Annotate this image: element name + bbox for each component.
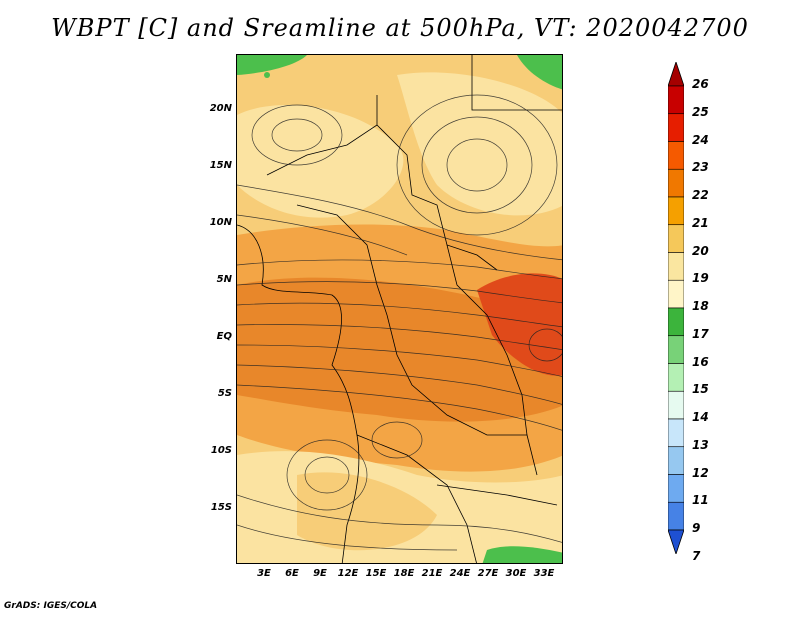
lat-label-10s: 10S (210, 445, 232, 456)
lon-label-9e: 9E (313, 568, 327, 579)
colorbar-segment (668, 307, 684, 337)
colorbar-label: 26 (692, 77, 709, 91)
colorbar (668, 62, 684, 554)
grads-credit: GrADS: IGES/COLA (4, 601, 98, 611)
colorbar-segment (668, 196, 684, 226)
colorbar-segment (668, 168, 684, 198)
lat-label-5n: 5N (216, 274, 232, 285)
colorbar-segment (668, 474, 684, 503)
lon-label-6e: 6E (285, 568, 299, 579)
colorbar-label: 15 (692, 382, 709, 397)
lat-label-10n: 10N (209, 217, 232, 228)
colorbar-segment (668, 252, 684, 281)
colorbar-label: 23 (692, 160, 709, 175)
colorbar-label: 19 (692, 271, 709, 286)
chart-title: WBPT [C] and Sreamline at 500hPa, VT: 20… (51, 14, 749, 42)
colorbar-segment (668, 113, 684, 142)
lat-label-15n: 15N (209, 160, 232, 171)
colorbar-bottom-arrow (668, 529, 684, 554)
colorbar-label: 7 (692, 548, 701, 563)
map-panel (236, 54, 563, 564)
colorbar-segment (668, 85, 684, 115)
colorbar-label: 14 (692, 410, 709, 424)
colorbar-segment (668, 418, 684, 448)
colorbar-segment (668, 363, 684, 392)
lon-label-24e: 24E (449, 568, 471, 579)
colorbar-segment (668, 141, 684, 170)
colorbar-label: 21 (692, 215, 709, 230)
lat-label-5s: 5S (217, 388, 232, 399)
colorbar-label: 20 (692, 243, 709, 258)
colorbar-segment (668, 501, 684, 531)
lon-label-21e: 21E (421, 568, 443, 579)
colorbar-label: 12 (692, 465, 709, 480)
colorbar-label: 9 (692, 521, 701, 535)
colorbar-label: 17 (692, 326, 709, 341)
colorbar-segment (668, 335, 684, 364)
lon-label-18e: 18E (393, 568, 415, 579)
lon-label-30e: 30E (505, 568, 527, 579)
colorbar-segment (668, 279, 684, 309)
colorbar-top-arrow (668, 62, 684, 87)
colorbar-label: 11 (692, 493, 709, 508)
lon-label-33e: 33E (533, 568, 555, 579)
colorbar-label: 13 (692, 437, 709, 452)
lat-label-15s: 15S (210, 502, 232, 513)
colorbar-label: 18 (692, 299, 709, 313)
lat-label-20n: 20N (209, 103, 232, 114)
colorbar-segment (668, 446, 684, 475)
lon-label-27e: 27E (477, 568, 499, 579)
lon-label-15e: 15E (365, 568, 387, 579)
lon-label-3e: 3E (257, 568, 271, 579)
colorbar-label: 22 (692, 188, 709, 202)
colorbar-label: 24 (692, 132, 709, 147)
colorbar-label: 16 (692, 354, 709, 369)
wbpt-field (237, 55, 562, 563)
colorbar-segment (668, 390, 684, 420)
lat-label-eq: EQ (216, 331, 232, 342)
colorbar-segment (668, 224, 684, 253)
lon-label-12e: 12E (337, 568, 359, 579)
colorbar-label: 25 (692, 104, 709, 119)
